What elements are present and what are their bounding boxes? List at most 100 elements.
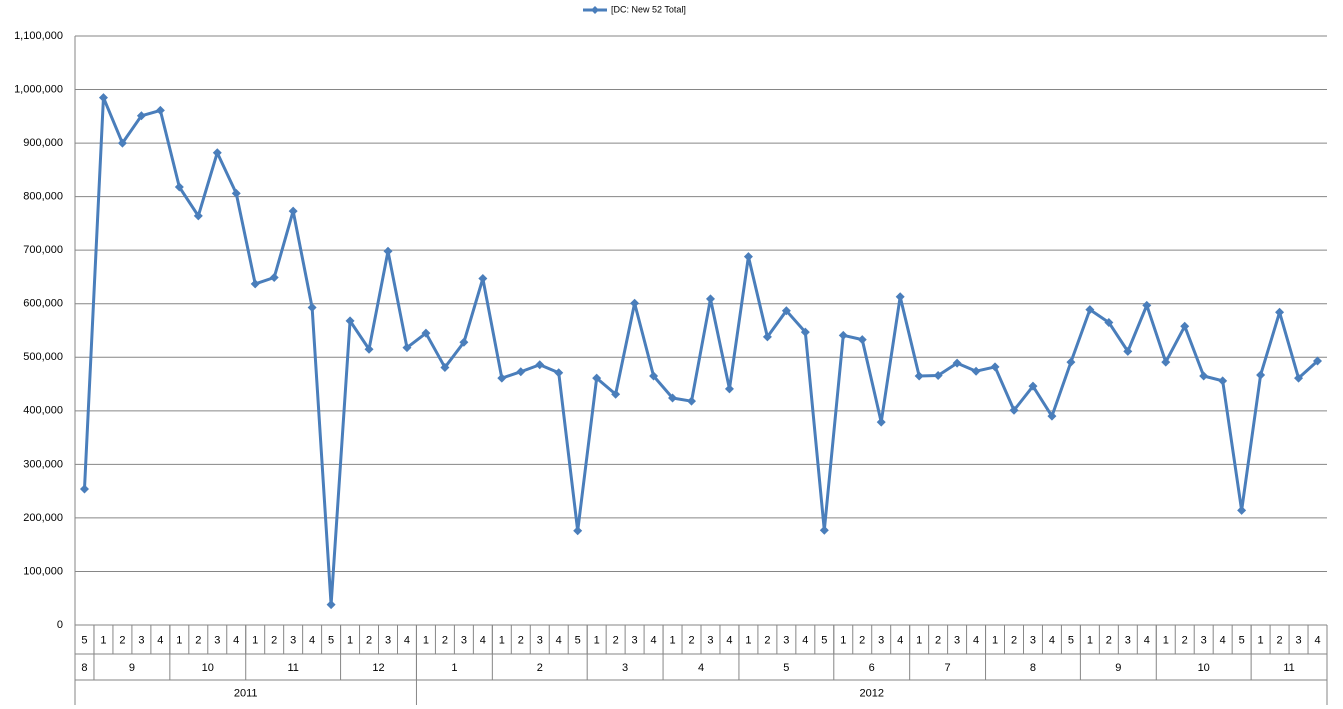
- marker: [724, 384, 734, 394]
- x-tick-label: 2: [195, 634, 201, 646]
- marker: [914, 371, 924, 381]
- y-tick-label: 200,000: [23, 512, 63, 524]
- marker: [1123, 346, 1133, 356]
- x-tick-label: 1: [745, 634, 751, 646]
- y-tick-label: 800,000: [23, 191, 63, 203]
- marker: [876, 417, 886, 427]
- marker: [838, 330, 848, 340]
- marker: [933, 370, 943, 380]
- y-tick-label: 600,000: [23, 298, 63, 310]
- x-tick-label: 1: [594, 634, 600, 646]
- x-tick-label: 4: [556, 634, 562, 646]
- y-tick-label: 400,000: [23, 405, 63, 417]
- x-tick-label: 2: [764, 634, 770, 646]
- month-label: 10: [1198, 662, 1210, 674]
- marker: [630, 298, 640, 308]
- x-tick-label: 3: [632, 634, 638, 646]
- month-label: 3: [622, 662, 628, 674]
- x-tick-label: 5: [821, 634, 827, 646]
- marker: [743, 252, 753, 262]
- marker: [554, 368, 564, 378]
- marker: [592, 373, 602, 383]
- month-label: 8: [81, 662, 87, 674]
- x-tick-label: 5: [328, 634, 334, 646]
- legend-text: [DC: New 52 Total]: [611, 4, 686, 14]
- x-tick-label: 1: [347, 634, 353, 646]
- month-label: 10: [202, 662, 214, 674]
- marker: [155, 105, 165, 115]
- x-tick-label: 2: [935, 634, 941, 646]
- month-label: 4: [698, 662, 704, 674]
- y-tick-label: 0: [57, 619, 63, 631]
- x-tick-label: 3: [214, 634, 220, 646]
- marker: [1199, 371, 1209, 381]
- x-tick-label: 3: [1295, 634, 1301, 646]
- x-tick-label: 4: [897, 634, 903, 646]
- marker: [1009, 405, 1019, 415]
- y-tick-label: 700,000: [23, 244, 63, 256]
- x-tick-label: 2: [366, 634, 372, 646]
- marker: [1313, 356, 1323, 366]
- month-label: 7: [945, 662, 951, 674]
- marker: [1256, 370, 1266, 380]
- marker: [800, 327, 810, 337]
- marker: [668, 393, 678, 403]
- marker: [345, 316, 355, 326]
- x-tick-label: 1: [1258, 634, 1264, 646]
- marker: [762, 332, 772, 342]
- month-label: 9: [129, 662, 135, 674]
- x-tick-label: 3: [138, 634, 144, 646]
- series-line: [82, 96, 1319, 607]
- marker: [174, 182, 184, 192]
- legend-marker: [591, 6, 599, 14]
- marker: [136, 111, 146, 121]
- month-label: 1: [451, 662, 457, 674]
- x-tick-label: 5: [1239, 634, 1245, 646]
- x-tick-label: 1: [499, 634, 505, 646]
- marker: [611, 389, 621, 399]
- x-tick-label: 4: [404, 634, 410, 646]
- y-tick-label: 100,000: [23, 565, 63, 577]
- x-tick-label: 1: [423, 634, 429, 646]
- marker: [478, 274, 488, 284]
- marker: [98, 93, 108, 103]
- marker: [383, 246, 393, 256]
- marker: [573, 526, 583, 536]
- marker: [1294, 373, 1304, 383]
- marker: [990, 362, 1000, 372]
- x-tick-label: 1: [100, 634, 106, 646]
- x-tick-label: 4: [1049, 634, 1055, 646]
- marker: [1161, 357, 1171, 367]
- marker: [307, 302, 317, 312]
- marker: [516, 367, 526, 377]
- year-label: 2012: [859, 687, 883, 699]
- marker: [952, 358, 962, 368]
- x-tick-label: 5: [575, 634, 581, 646]
- marker: [1085, 305, 1095, 315]
- month-label: 9: [1115, 662, 1121, 674]
- x-tick-label: 4: [973, 634, 979, 646]
- x-tick-label: 1: [669, 634, 675, 646]
- year-label: 2011: [234, 687, 258, 699]
- marker: [79, 484, 89, 494]
- marker: [402, 343, 412, 353]
- y-tick-label: 1,100,000: [14, 30, 63, 42]
- x-tick-label: 2: [1106, 634, 1112, 646]
- month-label: 5: [783, 662, 789, 674]
- x-tick-label: 3: [1030, 634, 1036, 646]
- marker: [421, 328, 431, 338]
- marker: [1028, 381, 1038, 391]
- x-tick-label: 3: [290, 634, 296, 646]
- x-tick-label: 1: [840, 634, 846, 646]
- x-tick-label: 4: [1220, 634, 1226, 646]
- marker: [895, 292, 905, 302]
- marker: [497, 373, 507, 383]
- x-tick-label: 1: [916, 634, 922, 646]
- marker: [250, 279, 260, 289]
- marker: [687, 396, 697, 406]
- x-tick-label: 4: [309, 634, 315, 646]
- marker: [971, 366, 981, 376]
- month-label: 11: [287, 662, 298, 674]
- marker: [819, 525, 829, 535]
- x-tick-label: 1: [1087, 634, 1093, 646]
